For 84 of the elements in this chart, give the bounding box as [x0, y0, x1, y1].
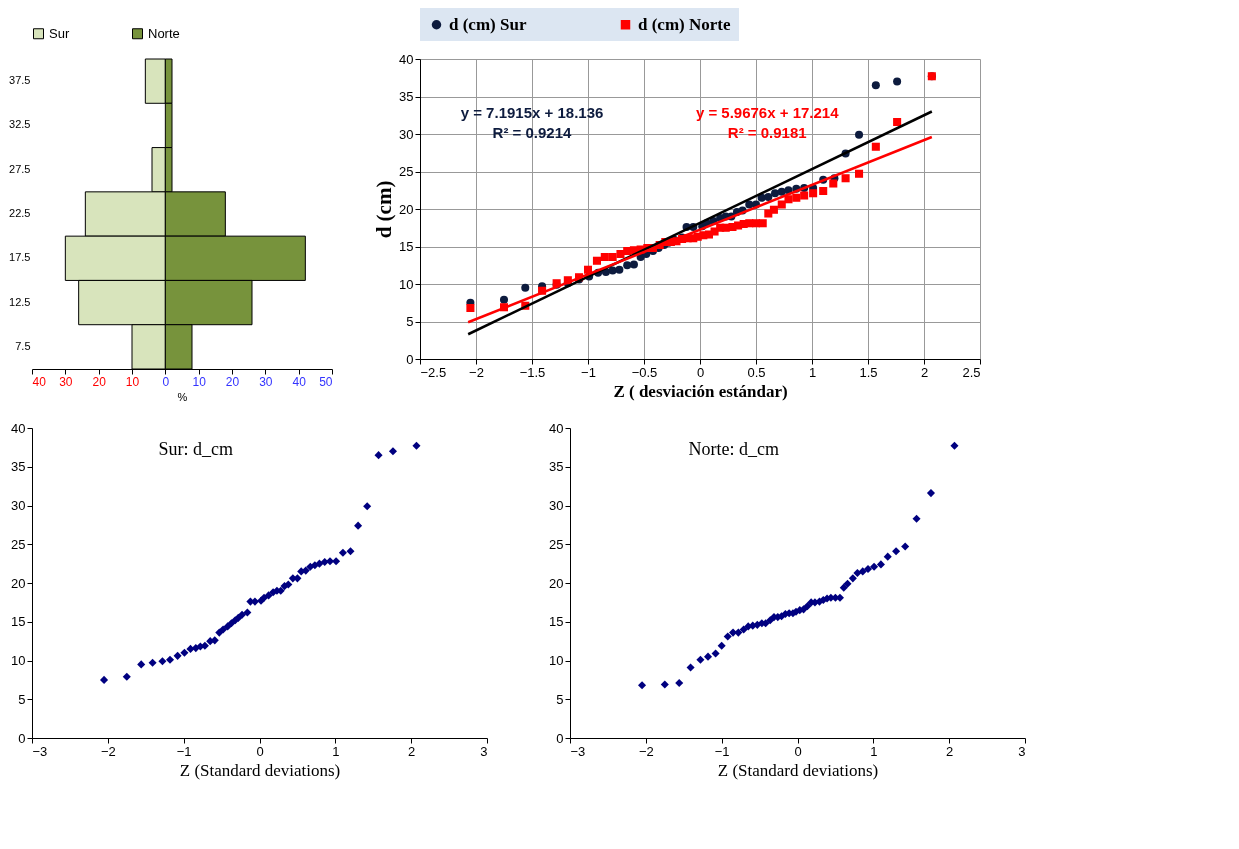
- x-tick-label: 30: [259, 374, 273, 389]
- x-tick-label: 2: [920, 364, 929, 380]
- y-tick-label: 5: [18, 691, 26, 707]
- y-tick-label: 0: [18, 730, 26, 746]
- annotation: y = 7.1915x + 18.136: [460, 104, 604, 121]
- y-tick-label: 27.5: [9, 162, 31, 175]
- y-tick-label: 15: [549, 614, 564, 630]
- x-tick-label: 0: [696, 364, 705, 380]
- x-tick-label: −0.5: [631, 364, 658, 380]
- x-tick-label: 0: [162, 374, 170, 389]
- y-tick-label: 25: [11, 536, 26, 552]
- y-tick-label: 10: [549, 653, 564, 668]
- y-tick-label: 15: [11, 614, 26, 630]
- legend-label: d (cm) Norte: [638, 14, 731, 34]
- x-tick-label: −2: [469, 364, 484, 380]
- y-tick-label: 10: [399, 276, 414, 292]
- y-tick-label: 40: [549, 420, 564, 436]
- x-tick-label: 2.5: [962, 364, 981, 380]
- x-tick-label: 1: [870, 743, 878, 759]
- y-tick-label: 15: [399, 239, 414, 254]
- annotation: R² = 0.9214: [492, 123, 573, 141]
- x-tick-label: −2: [638, 743, 654, 759]
- legend-label: Sur: [49, 25, 70, 41]
- y-tick-label: 32.5: [9, 118, 31, 131]
- x-tick-label: 0: [794, 743, 802, 759]
- y-tick-label: 40: [399, 51, 414, 67]
- x-tick-label: −2: [100, 743, 116, 759]
- y-tick-label: 20: [549, 575, 564, 591]
- x-tick-label: 20: [225, 374, 240, 389]
- y-tick-label: 30: [11, 498, 26, 513]
- x-tick-label: 10: [125, 374, 140, 389]
- x-tick-label: 3: [1018, 743, 1026, 759]
- x-tick-label: 1: [808, 364, 817, 380]
- y-tick-label: 25: [399, 164, 414, 179]
- x-tick-label: 40: [292, 374, 307, 389]
- x-tick-label: −3: [570, 743, 586, 759]
- y-tick-label: 30: [399, 126, 414, 142]
- x-tick-label: 20: [92, 374, 107, 389]
- x-tick-label: −1: [581, 364, 596, 380]
- legend-label: Norte: [148, 25, 180, 41]
- y-tick-label: 35: [399, 89, 414, 104]
- x-tick-label: 0: [256, 743, 264, 759]
- y-tick-label: 20: [399, 201, 414, 217]
- y-tick-label: 30: [549, 498, 564, 513]
- x-tick-label: 50: [319, 374, 333, 389]
- x-axis-title: Z (Standard deviations): [717, 760, 879, 780]
- x-axis-title: Z (Standard deviations): [179, 760, 341, 780]
- text: Sur: d_cm: [158, 439, 234, 459]
- x-tick-label: −1: [176, 743, 192, 759]
- y-tick-label: 5: [556, 691, 564, 707]
- y-tick-label: 5: [406, 314, 414, 329]
- annotation: R² = 0.9181: [727, 123, 807, 141]
- y-tick-label: 0: [556, 730, 564, 746]
- x-tick-label: −1.5: [519, 364, 546, 380]
- legend-label: d (cm) Sur: [449, 14, 527, 34]
- y-tick-label: 20: [11, 575, 26, 591]
- y-tick-label: 22.5: [9, 207, 31, 219]
- text: Norte: d_cm: [688, 439, 780, 459]
- y-tick-label: 35: [11, 459, 26, 475]
- y-tick-label: 40: [11, 420, 26, 436]
- annotation: y = 5.9676x + 17.214: [695, 104, 840, 121]
- x-tick-label: 30: [59, 374, 73, 389]
- x-tick-label: 10: [192, 374, 207, 389]
- x-tick-label: 1: [332, 743, 340, 759]
- x-axis-title: Z ( desviación estándar): [613, 381, 788, 401]
- y-tick-label: 12.5: [9, 295, 31, 308]
- x-tick-label: 2: [946, 743, 954, 759]
- y-tick-label: 25: [549, 536, 564, 552]
- y-tick-label: 7.5: [15, 339, 31, 352]
- y-tick-label: 17.5: [9, 251, 31, 264]
- x-tick-label: 2: [408, 743, 416, 759]
- x-tick-label: 1.5: [859, 364, 878, 380]
- y-tick-label: 10: [11, 653, 26, 668]
- x-tick-label: −2.5: [420, 364, 447, 380]
- y-tick-label: 37.5: [9, 74, 31, 87]
- y-tick-label: 0: [406, 351, 414, 367]
- x-tick-label: −1: [714, 743, 730, 759]
- x-tick-label: 40: [32, 374, 47, 389]
- x-axis-title: %: [177, 390, 188, 403]
- x-tick-label: 3: [480, 743, 488, 759]
- y-axis-title: d (cm): [372, 180, 397, 239]
- y-tick-label: 35: [549, 459, 564, 475]
- x-tick-label: −3: [32, 743, 48, 759]
- x-tick-label: 0.5: [747, 364, 766, 380]
